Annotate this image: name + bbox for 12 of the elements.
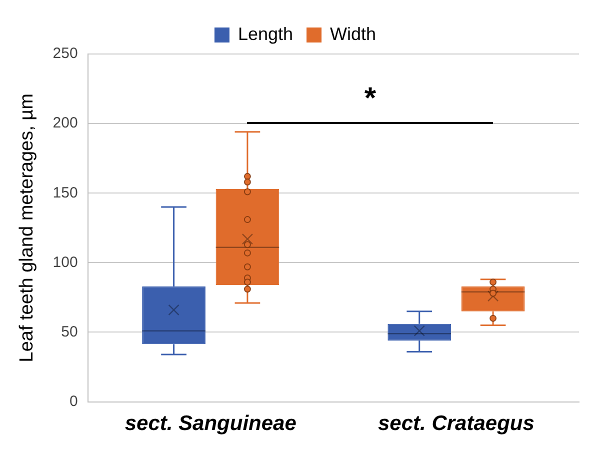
y-tick-label: 0 bbox=[69, 392, 78, 410]
y-tick-label: 150 bbox=[52, 184, 78, 202]
y-tick-label: 250 bbox=[52, 45, 78, 62]
y-tick-label: 200 bbox=[52, 114, 78, 132]
legend-label: Width bbox=[330, 24, 376, 44]
y-tick-label: 100 bbox=[52, 254, 78, 271]
annotation: * bbox=[363, 82, 378, 116]
x-tick-label: sect. Sanguineae bbox=[124, 412, 297, 436]
x-tick-label: sect. Crataegus bbox=[378, 412, 534, 436]
y-tick-label: 50 bbox=[61, 323, 78, 340]
y-axis-title: Leaf teeth gland meterages, µm bbox=[16, 94, 38, 362]
legend-label: Length bbox=[238, 24, 294, 44]
